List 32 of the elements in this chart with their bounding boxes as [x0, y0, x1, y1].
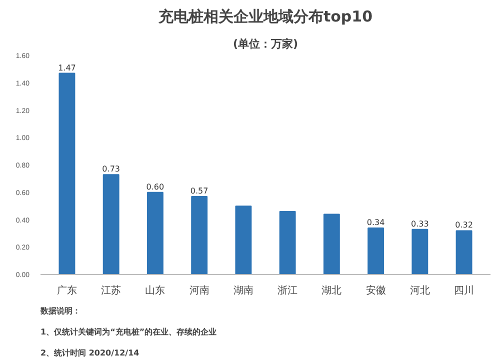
data-label: 0.57 — [190, 186, 208, 196]
x-tick-label: 山东 — [145, 284, 166, 296]
bar — [235, 206, 252, 274]
chart-subtitle: (单位：万家) — [232, 38, 298, 50]
bar — [456, 230, 472, 274]
x-tick-label: 河北 — [410, 284, 430, 296]
data-label: 0.34 — [366, 218, 385, 227]
x-tick-label: 四川 — [454, 284, 474, 296]
bar — [146, 192, 164, 274]
data-label: 0.73 — [102, 164, 120, 174]
bar — [412, 228, 428, 274]
x-tick-label: 浙江 — [278, 284, 298, 296]
bar — [323, 214, 340, 274]
x-tick-label: 江苏 — [101, 284, 122, 296]
bar — [368, 227, 384, 274]
x-tick-label: 安徽 — [366, 284, 386, 296]
bar — [58, 72, 76, 274]
text: 2、统计时间 2020/12/14 — [40, 348, 140, 358]
text: 1、仅统计关键词为“充电桩”的在业、存续的企业 — [40, 326, 217, 336]
x-tick-label: 湖南 — [233, 284, 254, 296]
bar — [279, 211, 296, 274]
data-label: 1.47 — [58, 63, 76, 72]
data-label: 0.32 — [455, 220, 473, 230]
x-tick-label: 湖北 — [322, 284, 342, 296]
bar — [102, 174, 120, 274]
data-label: 0.33 — [411, 219, 429, 228]
text: 数据说明： — [40, 306, 80, 316]
bar — [191, 196, 208, 274]
chart-title: 充电桩相关企业地域分布top10 — [157, 8, 373, 26]
x-tick-label: 广东 — [56, 284, 77, 296]
data-label: 0.60 — [146, 182, 164, 192]
x-tick-label: 河南 — [189, 284, 210, 296]
